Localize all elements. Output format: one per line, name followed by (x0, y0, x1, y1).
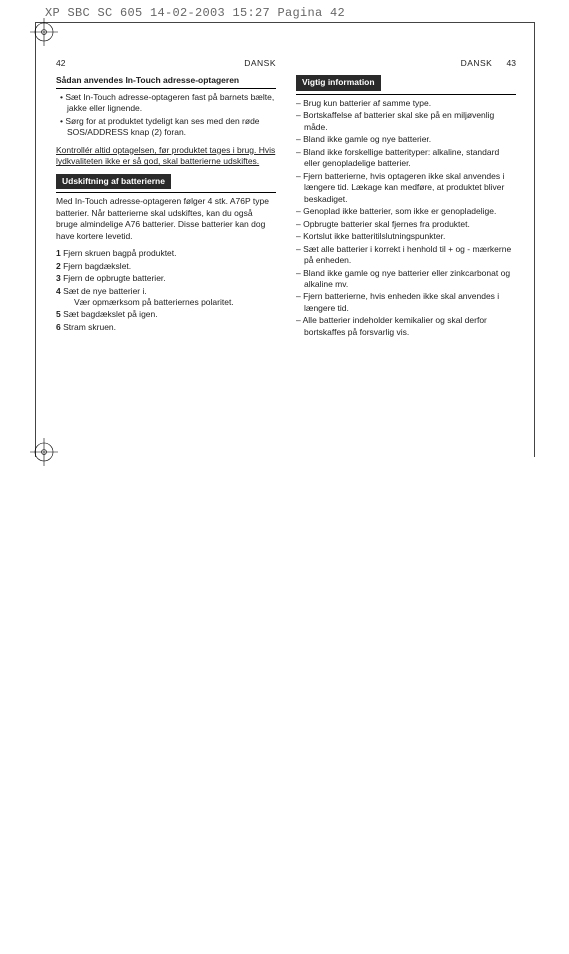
step-number: 4 (56, 286, 61, 296)
list-item: Alle batterier indeholder kemikalier og … (296, 315, 516, 338)
list-item: Brug kun batterier af samme type. (296, 98, 516, 109)
section-heading-important: Vigtig information (296, 75, 381, 90)
step-text: Sæt de nye batterier i. (63, 286, 147, 296)
section-heading-wrap: Udskiftning af batterierne (56, 174, 276, 193)
print-header-meta: XP SBC SC 605 14-02-2003 15:27 Pagina 42 (45, 6, 345, 20)
usage-bullets: Sæt In-Touch adresse-optageren fast på b… (60, 92, 276, 139)
page-header-right: DANSK 43 (296, 58, 516, 69)
step-text: Fjern de opbrugte batterier. (63, 273, 166, 283)
list-item: Sæt alle batterier i korrekt i henhold t… (296, 244, 516, 267)
important-info-list: Brug kun batterier af samme type. Bortsk… (296, 98, 516, 338)
list-item: Bland ikke gamle og nye batterier. (296, 134, 516, 145)
list-item: 4 Sæt de nye batterier i.Vær opmærksom p… (56, 286, 276, 309)
language-label: DANSK (244, 58, 276, 69)
step-number: 3 (56, 273, 61, 283)
list-item: 2 Fjern bagdækslet. (56, 261, 276, 272)
list-item: Fjern batterierne, hvis optageren ikke s… (296, 171, 516, 205)
page-number: 43 (507, 58, 516, 68)
section-heading-usage: Sådan anvendes In-Touch adresse-optagere… (56, 75, 276, 88)
list-item: 5 Sæt bagdækslet på igen. (56, 309, 276, 320)
list-item: 1 Fjern skruen bagpå produktet. (56, 248, 276, 259)
section-heading-battery: Udskiftning af batterierne (56, 174, 171, 189)
step-number: 5 (56, 309, 61, 319)
section-heading-wrap: Vigtig information (296, 75, 516, 94)
step-number: 2 (56, 261, 61, 271)
list-item: 3 Fjern de opbrugte batterier. (56, 273, 276, 284)
content-columns: 42 DANSK Sådan anvendes In-Touch adresse… (56, 58, 516, 339)
list-item: Fjern batterierne, hvis enheden ikke ska… (296, 291, 516, 314)
step-text: Sæt bagdækslet på igen. (63, 309, 158, 319)
step-number: 1 (56, 248, 61, 258)
step-text: Fjern skruen bagpå produktet. (63, 248, 176, 258)
list-item: Bortskaffelse af batterier skal ske på e… (296, 110, 516, 133)
battery-steps: 1 Fjern skruen bagpå produktet. 2 Fjern … (56, 248, 276, 333)
list-item: Kortslut ikke batteritilslutningspunkter… (296, 231, 516, 242)
language-label: DANSK (461, 58, 493, 68)
right-column: DANSK 43 Vigtig information Brug kun bat… (296, 58, 516, 339)
list-item: Bland ikke gamle og nye batterier eller … (296, 268, 516, 291)
list-item: 6 Stram skruen. (56, 322, 276, 333)
step-text: Fjern bagdækslet. (63, 261, 131, 271)
page-header-left: 42 DANSK (56, 58, 276, 69)
step-number: 6 (56, 322, 61, 332)
list-item: Opbrugte batterier skal fjernes fra prod… (296, 219, 516, 230)
list-item: Sørg for at produktet tydeligt kan ses m… (60, 116, 276, 139)
step-note: Vær opmærksom på batteriernes polaritet. (65, 297, 276, 308)
list-item: Sæt In-Touch adresse-optageren fast på b… (60, 92, 276, 115)
check-recording-note: Kontrollér altid optagelsen, før produkt… (56, 145, 276, 168)
list-item: Genoplad ikke batterier, som ikke er gen… (296, 206, 516, 217)
list-item: Bland ikke forskellige batterityper: alk… (296, 147, 516, 170)
battery-intro: Med In-Touch adresse-optageren følger 4 … (56, 196, 276, 242)
page-number: 42 (56, 58, 65, 69)
left-column: 42 DANSK Sådan anvendes In-Touch adresse… (56, 58, 276, 339)
step-text: Stram skruen. (63, 322, 116, 332)
